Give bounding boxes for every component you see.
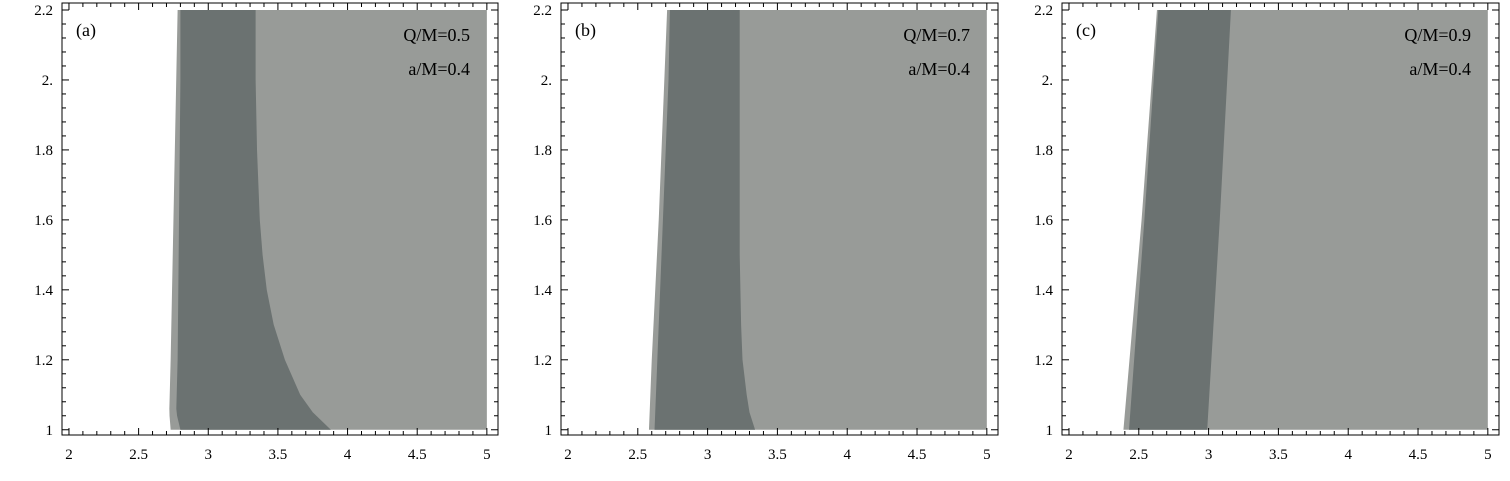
x-tick-label: 2 xyxy=(65,447,73,463)
plot-frame xyxy=(61,2,499,436)
x-tick-label: 3 xyxy=(1205,447,1213,463)
x-tick-label: 3 xyxy=(704,447,712,463)
x-tick-label: 4.5 xyxy=(408,447,427,463)
y-tick-label: 1.2 xyxy=(1034,353,1053,369)
y-tick-label: 1.8 xyxy=(1034,143,1053,159)
dark-band xyxy=(176,10,331,430)
y-tick-label: 1.6 xyxy=(533,213,552,229)
y-tick-label: 1.4 xyxy=(1034,283,1053,299)
y-tick-label: 1.4 xyxy=(34,283,53,299)
x-tick-label: 4.5 xyxy=(1409,447,1428,463)
x-tick-label: 2.5 xyxy=(129,447,148,463)
parameter-annotation: Q/M=0.5 xyxy=(403,25,470,45)
x-tick-label: 3 xyxy=(205,447,213,463)
dark-band xyxy=(654,10,756,430)
y-tick-label: 1 xyxy=(1046,423,1054,439)
parameter-annotation: a/M=0.4 xyxy=(408,59,470,79)
plot-frame xyxy=(560,2,999,436)
y-tick-label: 2. xyxy=(1042,73,1053,89)
y-tick-label: 2. xyxy=(541,73,552,89)
y-tick-label: 2.2 xyxy=(533,3,552,19)
panel-label: (c) xyxy=(1076,20,1096,41)
parameter-annotation: a/M=0.4 xyxy=(908,59,970,79)
chart-panel: 2 2.5 3 3.5 4 4.5 5 1 1.2 1.4 1.6 1.8 2. 2.2 (a) Q/M=0.… xyxy=(34,2,499,463)
x-tick-label: 2.5 xyxy=(1129,447,1148,463)
x-tick-label: 5 xyxy=(483,447,491,463)
y-tick-label: 2.2 xyxy=(34,3,53,19)
panel-label: (a) xyxy=(76,20,96,41)
x-tick-label: 4 xyxy=(843,447,851,463)
y-tick-label: 1 xyxy=(545,423,553,439)
y-tick-label: 2. xyxy=(42,73,53,89)
x-tick-label: 4.5 xyxy=(908,447,927,463)
x-tick-label: 5 xyxy=(983,447,991,463)
y-tick-label: 2.2 xyxy=(1034,3,1053,19)
y-tick-label: 1.8 xyxy=(533,143,552,159)
x-tick-label: 3.5 xyxy=(768,447,787,463)
chart-panel: 2 2.5 3 3.5 4 4.5 5 1 1.2 1.4 1.6 1.8 2. 2.2 (b) Q/M=0.… xyxy=(533,2,999,463)
parameter-annotation: a/M=0.4 xyxy=(1409,59,1471,79)
y-tick-label: 1.6 xyxy=(1034,213,1053,229)
dark-band xyxy=(1129,10,1231,430)
y-tick-label: 1 xyxy=(46,423,54,439)
y-tick-label: 1.2 xyxy=(34,353,53,369)
y-tick-label: 1.4 xyxy=(533,283,552,299)
y-tick-label: 1.6 xyxy=(34,213,53,229)
x-tick-label: 2.5 xyxy=(628,447,647,463)
x-tick-label: 3.5 xyxy=(1269,447,1288,463)
x-tick-label: 5 xyxy=(1484,447,1492,463)
x-tick-label: 2 xyxy=(1065,447,1073,463)
parameter-annotation: Q/M=0.9 xyxy=(1404,25,1471,45)
plot-frame xyxy=(1061,2,1500,436)
x-tick-label: 4 xyxy=(344,447,352,463)
y-tick-label: 1.2 xyxy=(533,353,552,369)
parameter-annotation: Q/M=0.7 xyxy=(903,25,970,45)
y-tick-label: 1.8 xyxy=(34,143,53,159)
panel-label: (b) xyxy=(575,20,596,41)
x-tick-label: 2 xyxy=(564,447,572,463)
x-tick-label: 4 xyxy=(1344,447,1352,463)
chart-panel: 2 2.5 3 3.5 4 4.5 5 1 1.2 1.4 1.6 1.8 2. 2.2 (c) Q/M=0.… xyxy=(1034,2,1500,463)
x-tick-label: 3.5 xyxy=(269,447,288,463)
